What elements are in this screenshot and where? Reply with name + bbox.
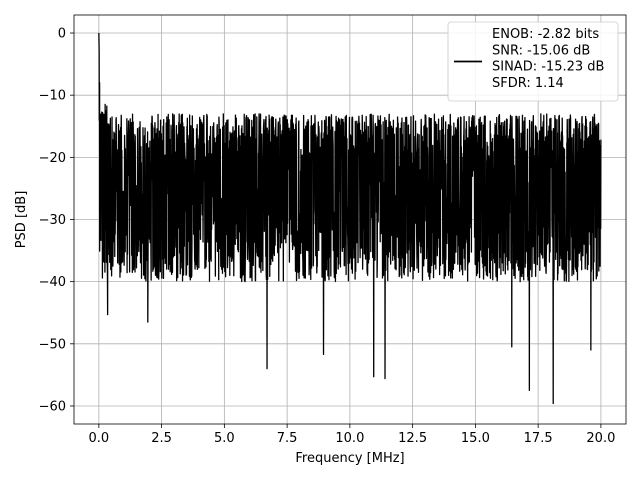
legend-box [447, 21, 619, 102]
y-tick-label: −50 [39, 337, 66, 352]
y-tick-label: −10 [39, 89, 66, 104]
x-tick-label: 15.0 [461, 431, 490, 446]
x-axis-label: Frequency [MHz] [295, 451, 404, 466]
legend-entry: SFDR: 1.14 [492, 76, 564, 91]
y-tick-label: −30 [39, 213, 66, 228]
y-tick-label: −40 [39, 275, 66, 290]
y-tick-label: −20 [39, 151, 66, 166]
y-axis-ticks: 0 −10 −20 −30 −40 −50 −60 [39, 27, 74, 414]
x-tick-label: 20.0 [586, 431, 615, 446]
y-tick-label: 0 [58, 27, 66, 42]
x-tick-label: 5.0 [214, 431, 235, 446]
x-axis-ticks: 0.0 2.5 5.0 7.5 10.0 12.5 15.0 17.5 20.0 [89, 424, 615, 446]
legend-entry: ENOB: -2.82 bits [492, 27, 599, 42]
x-tick-label: 0.0 [89, 431, 110, 446]
x-tick-label: 2.5 [151, 431, 172, 446]
legend-entry: SNR: -15.06 dB [492, 43, 590, 58]
psd-line [98, 33, 602, 405]
series-psd [98, 33, 602, 405]
legend-entry: SINAD: -15.23 dB [492, 60, 604, 75]
y-tick-label: −60 [39, 399, 66, 414]
x-tick-label: 10.0 [335, 431, 364, 446]
x-tick-label: 7.5 [277, 431, 298, 446]
y-axis-label: PSD [dB] [14, 191, 29, 249]
x-tick-label: 12.5 [398, 431, 427, 446]
x-tick-label: 17.5 [524, 431, 553, 446]
